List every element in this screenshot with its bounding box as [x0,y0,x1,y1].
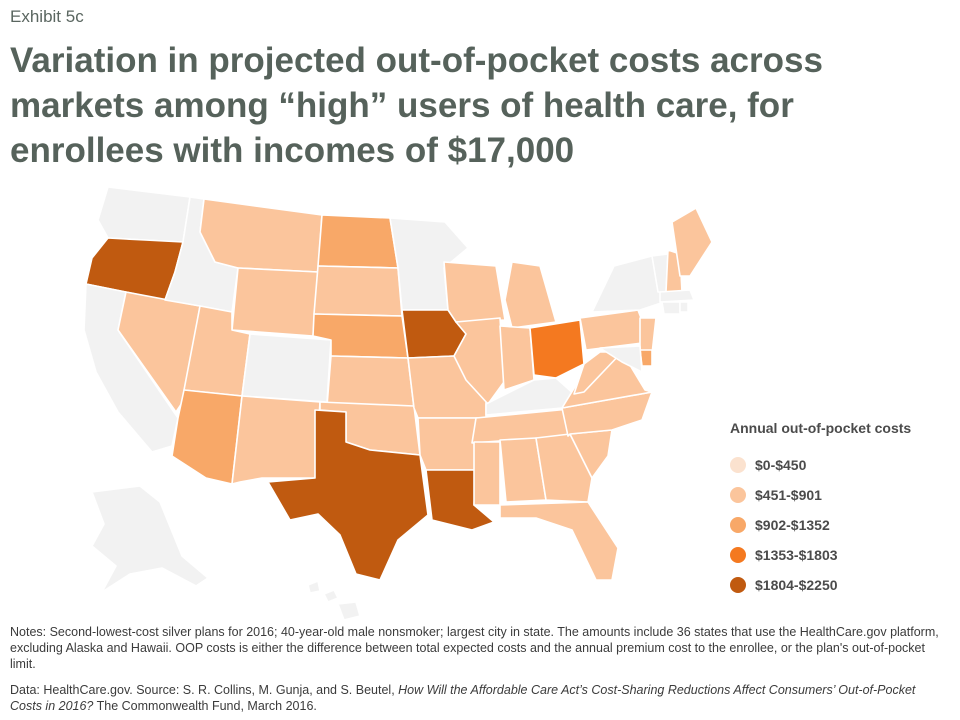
legend-label: $451-$901 [755,487,822,503]
source-report-title: How Will the Affordable Care Act’s Cost-… [10,683,916,713]
title-line-3: enrollees with incomes of $17,000 [10,131,575,170]
exhibit-label: Exhibit 5c [10,7,84,26]
state-CT [661,301,681,315]
state-NM [231,395,321,485]
legend-label: $0-$450 [755,457,807,473]
legend-label: $1353-$1803 [755,547,838,563]
state-WI [443,261,506,323]
title-line-2: markets among “high” users of health car… [10,86,794,125]
source-prefix: Data: HealthCare.gov. Source: S. R. Coll… [10,683,399,697]
state-CO [241,333,332,403]
state-MS [473,441,501,506]
state-ME [671,207,713,277]
state-HI [307,580,361,620]
us-choropleth-map [83,186,713,620]
state-AK [91,485,209,593]
map-legend: Annual out-of-pocket costs $0-$450 $451-… [730,420,950,600]
legend-item: $0-$450 [730,450,950,480]
state-WA [97,186,191,243]
page-title: Variation in projected out-of-pocket cos… [10,38,940,173]
state-WV [573,351,623,395]
legend-swatch [730,457,746,473]
source-suffix: The Commonwealth Fund, March 2016. [93,699,317,713]
legend-swatch [730,517,746,533]
legend-swatch [730,547,746,563]
source-citation: Data: HealthCare.gov. Source: S. R. Coll… [10,682,950,714]
legend-swatch [730,577,746,593]
state-TX [267,409,429,581]
legend-label: $902-$1352 [755,517,830,533]
state-NJ [639,317,657,355]
state-MT [199,198,323,273]
state-MA [659,289,695,303]
state-MD [599,345,643,373]
legend-item: $902-$1352 [730,510,950,540]
state-WY [231,267,319,337]
legend-item: $1353-$1803 [730,540,950,570]
state-SD [313,265,403,317]
legend-swatch [730,487,746,503]
state-FL [499,501,619,581]
state-RI [679,301,689,313]
legend-item: $1804-$2250 [730,570,950,600]
state-OH [529,319,585,379]
legend-title: Annual out-of-pocket costs [730,420,912,436]
state-AZ [171,389,243,485]
legend-item: $451-$901 [730,480,950,510]
state-MI [504,261,557,329]
state-IN [499,325,535,391]
legend-label: $1804-$2250 [755,577,838,593]
state-ND [317,214,399,269]
title-line-1: Variation in projected out-of-pocket cos… [10,41,823,80]
notes-text: Notes: Second-lowest-cost silver plans f… [10,625,939,671]
state-KS [326,355,415,409]
